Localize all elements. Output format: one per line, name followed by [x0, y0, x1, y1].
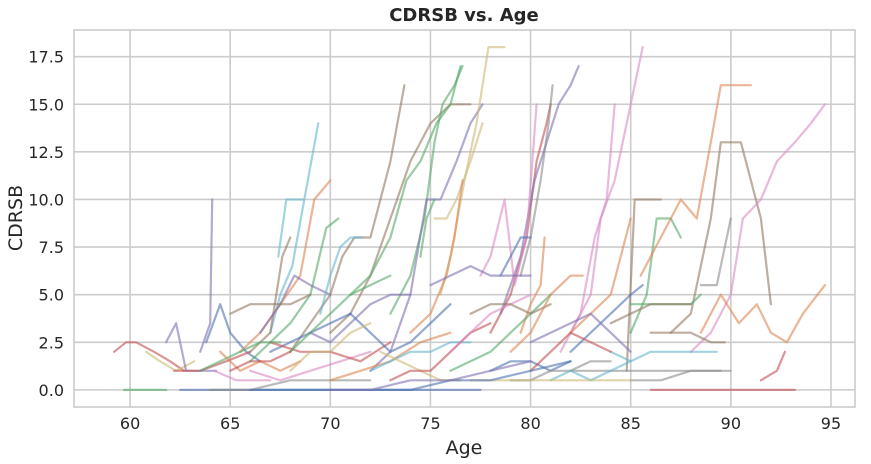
x-tick-label: 65 [220, 414, 240, 433]
series-line-44 [649, 331, 726, 344]
plot-frame [73, 29, 856, 408]
series-line-78 [229, 350, 292, 372]
x-tick-label: 60 [120, 414, 140, 433]
x-tick-labels: 60 65 70 75 80 85 90 95 [120, 414, 841, 433]
series-line-4 [199, 198, 214, 353]
series-line-7 [213, 369, 272, 382]
series-line-9 [277, 198, 304, 258]
y-tick-label: 12.5 [28, 143, 64, 162]
series-line-21 [409, 179, 464, 334]
y-axis-label: CDRSB [5, 185, 27, 251]
x-tick-label: 75 [420, 414, 440, 433]
series-line-55 [289, 274, 392, 353]
series-line-6 [173, 350, 252, 372]
series-line-26 [479, 103, 538, 287]
series-line-37 [699, 284, 827, 344]
series-line-10 [239, 179, 332, 353]
series-line-70 [529, 312, 632, 353]
series-line-45 [629, 293, 702, 306]
series-line-60 [379, 350, 462, 382]
chart-title: CDRSB vs. Age [389, 5, 539, 26]
series-line-36 [689, 103, 827, 353]
series-line-61 [389, 322, 492, 382]
series-line-15 [329, 103, 472, 334]
x-axis-label: Age [446, 437, 483, 459]
series-line-64 [449, 293, 552, 372]
series-line-20 [433, 122, 484, 220]
y-tick-label: 5.0 [39, 286, 64, 305]
series-line-49 [209, 379, 372, 391]
series-line-33 [629, 217, 682, 334]
series-line-30 [559, 103, 616, 353]
series-line-59 [369, 341, 472, 372]
series-line-0 [112, 341, 186, 372]
series-line-65 [469, 303, 552, 315]
series-line-56 [309, 293, 412, 344]
y-tick-label: 17.5 [28, 48, 64, 67]
series-line-40 [759, 350, 787, 382]
y-tick-label: 10.0 [28, 190, 64, 209]
series-line-16 [349, 65, 462, 296]
series-line-13 [259, 274, 332, 334]
series-line-63 [449, 293, 532, 353]
series-line-77 [289, 322, 372, 372]
series-line-66 [509, 274, 584, 353]
series-line-31 [569, 217, 632, 334]
gridlines [74, 30, 855, 407]
series-line-50 [229, 293, 312, 315]
series-line-25 [519, 84, 554, 277]
series-lines [112, 45, 827, 391]
series-line-73 [249, 360, 572, 391]
series-line-74 [329, 360, 532, 391]
x-tick-label: 80 [520, 414, 540, 433]
series-line-14 [289, 84, 406, 353]
series-line-75 [199, 341, 282, 372]
series-line-17 [389, 65, 464, 315]
series-line-43 [629, 369, 732, 382]
series-line-5 [205, 303, 262, 363]
series-line-42 [609, 350, 718, 363]
x-tick-label: 90 [721, 414, 741, 433]
x-tick-label: 85 [621, 414, 641, 433]
series-line-34 [639, 84, 753, 277]
y-tick-label: 7.5 [39, 238, 64, 257]
y-tick-label: 0.0 [39, 381, 64, 400]
series-line-32 [625, 198, 662, 372]
series-line-27 [499, 236, 532, 277]
series-line-58 [349, 303, 452, 353]
series-line-52 [319, 236, 364, 315]
series-line-38 [699, 217, 732, 287]
x-tick-label: 95 [821, 414, 841, 433]
x-tick-label: 70 [320, 414, 340, 433]
series-line-22 [419, 198, 436, 258]
series-line-11 [249, 217, 340, 363]
y-tick-label: 15.0 [28, 95, 64, 114]
series-line-35 [669, 141, 773, 334]
series-line-47 [609, 303, 692, 325]
y-tick-labels: 0.0 2.5 5.0 7.5 10.0 12.5 15.0 17.5 [28, 48, 64, 400]
series-line-62 [429, 265, 532, 287]
y-tick-label: 2.5 [39, 333, 64, 352]
series-line-68 [529, 331, 612, 372]
